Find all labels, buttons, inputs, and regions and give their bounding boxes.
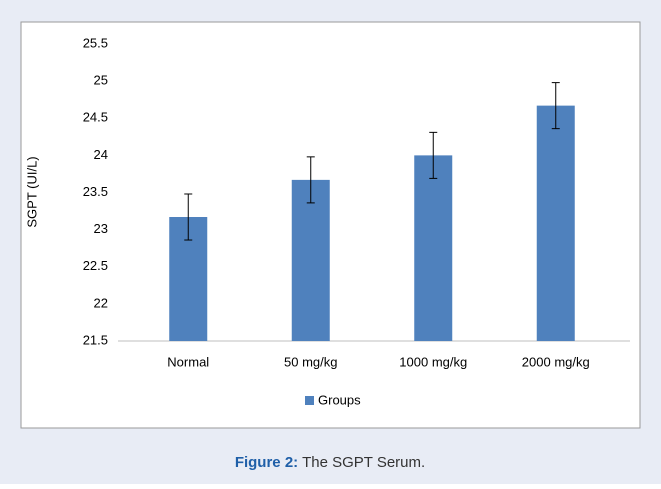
legend-swatch: [305, 396, 314, 405]
y-tick-label: 23.5: [83, 184, 108, 199]
legend-label: Groups: [318, 392, 361, 407]
caption-label: Figure 2:: [235, 454, 298, 471]
y-tick-label: 24.5: [83, 110, 108, 125]
bar: [536, 105, 575, 341]
x-tick-label: 50 mg/kg: [284, 354, 337, 369]
bar: [291, 179, 330, 341]
x-tick-label: 1000 mg/kg: [399, 354, 467, 369]
y-axis-title: SGPT (UI/L): [24, 156, 39, 227]
y-tick-label: 25.5: [83, 35, 108, 50]
x-tick-label: Normal: [167, 354, 209, 369]
y-tick-label: 22.5: [83, 258, 108, 273]
caption: Figure 2: The SGPT Serum.: [235, 454, 425, 471]
y-tick-label: 25: [94, 73, 108, 88]
y-tick-label: 23: [94, 221, 108, 236]
x-tick-label: 2000 mg/kg: [522, 354, 590, 369]
y-tick-label: 22: [94, 295, 108, 310]
y-tick-label: 24: [94, 147, 108, 162]
y-tick-label: 21.5: [83, 332, 108, 347]
bar: [414, 155, 453, 341]
caption-text: The SGPT Serum.: [302, 454, 425, 471]
